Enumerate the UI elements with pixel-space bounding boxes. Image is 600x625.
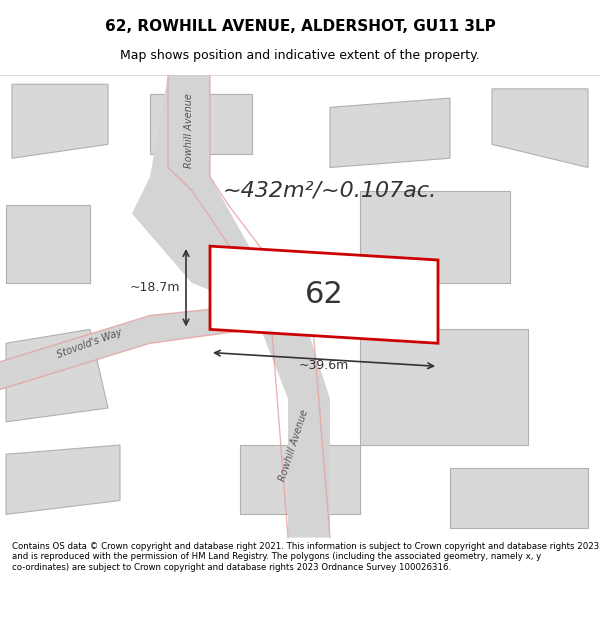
Text: 62: 62: [305, 280, 343, 309]
Polygon shape: [492, 89, 588, 168]
Polygon shape: [6, 445, 120, 514]
Polygon shape: [150, 75, 210, 191]
Polygon shape: [240, 445, 360, 514]
Text: Contains OS data © Crown copyright and database right 2021. This information is : Contains OS data © Crown copyright and d…: [12, 542, 599, 572]
Polygon shape: [6, 329, 108, 422]
Polygon shape: [6, 204, 90, 283]
Text: Rowhill Avenue: Rowhill Avenue: [278, 408, 310, 482]
Polygon shape: [360, 191, 510, 283]
Polygon shape: [150, 94, 252, 154]
Text: ~39.6m: ~39.6m: [299, 359, 349, 372]
Polygon shape: [12, 84, 108, 158]
Polygon shape: [360, 329, 528, 445]
Text: ~432m²/~0.107ac.: ~432m²/~0.107ac.: [223, 181, 437, 201]
Text: Rowhill Avenue: Rowhill Avenue: [184, 93, 194, 168]
Text: Map shows position and indicative extent of the property.: Map shows position and indicative extent…: [120, 49, 480, 62]
Text: 62, ROWHILL AVENUE, ALDERSHOT, GU11 3LP: 62, ROWHILL AVENUE, ALDERSHOT, GU11 3LP: [104, 19, 496, 34]
Text: ~18.7m: ~18.7m: [130, 281, 180, 294]
Polygon shape: [450, 468, 588, 528]
Polygon shape: [0, 306, 252, 389]
Polygon shape: [330, 98, 450, 168]
Polygon shape: [210, 246, 438, 343]
Text: Stovold's Way: Stovold's Way: [56, 327, 124, 359]
Polygon shape: [132, 177, 330, 538]
